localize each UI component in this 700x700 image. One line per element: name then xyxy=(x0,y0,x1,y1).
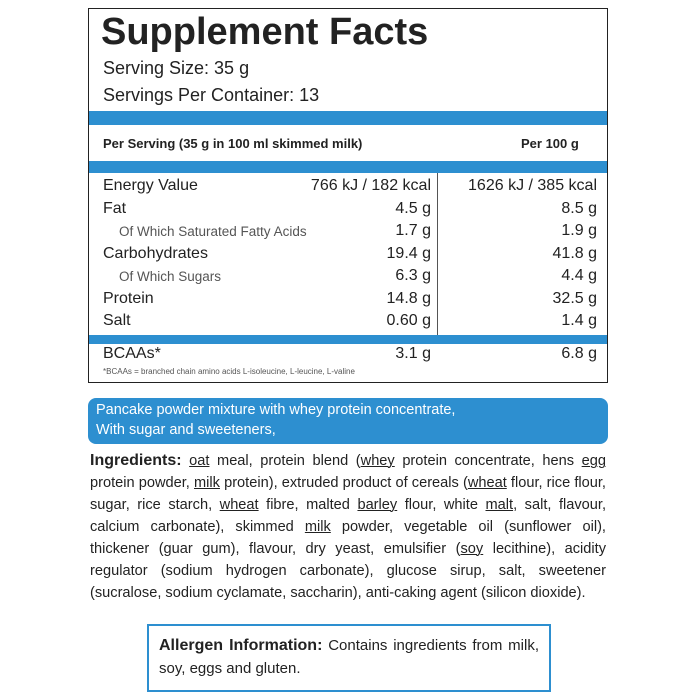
allergen-word: milk xyxy=(194,475,220,491)
ingredient-text: lecithine), acidity regulator (sodium hy… xyxy=(90,541,606,601)
row-value: 19.4 g xyxy=(386,244,431,262)
row-value: 6.8 g xyxy=(561,345,597,362)
row-label: BCAAs* xyxy=(103,345,161,362)
allergen-word: malt xyxy=(485,497,514,513)
row-label: Fat xyxy=(103,199,127,217)
allergen-box: Allergen Information: Contains ingredien… xyxy=(147,624,551,692)
row-value: 6.3 g xyxy=(395,267,431,284)
ingredient-text: fibre, malted xyxy=(258,497,358,513)
title: Supplement Facts xyxy=(101,11,429,53)
allergen-word: milk xyxy=(304,519,331,535)
row-value: 766 kJ / 182 kcal xyxy=(310,177,431,194)
allergen-word: egg xyxy=(581,453,606,469)
facts-panel: Supplement Facts Serving Size: 35 g Serv… xyxy=(88,8,608,383)
description-box: Pancake powder mixture with whey protein… xyxy=(88,398,608,444)
allergen-word: barley xyxy=(357,497,398,513)
row-value: 8.5 g xyxy=(561,199,597,217)
ingredients: Ingredients: oat meal, protein blend (wh… xyxy=(90,450,606,604)
servings-per-container: Servings Per Container: 13 xyxy=(103,85,320,105)
ingredient-text: , salt, flavour, calcium carbonate), ski… xyxy=(90,497,607,535)
footnote: *BCAAs = branched chain amino acids L-is… xyxy=(103,367,355,376)
row-value: 0.60 g xyxy=(386,312,431,329)
allergen-word: wheat xyxy=(219,497,259,513)
row-value: 32.5 g xyxy=(552,289,597,307)
description-line: With sugar and sweeteners, xyxy=(96,422,276,438)
ingredient-text: flour, rice flour, sugar, rice starch, xyxy=(90,475,606,513)
row-label: Salt xyxy=(103,312,131,329)
allergen-word: whey xyxy=(360,453,395,469)
row-value: 1626 kJ / 385 kcal xyxy=(468,177,597,194)
ingredient-text: protein powder, xyxy=(90,475,194,491)
row-label: Carbohydrates xyxy=(103,244,208,262)
serving-size: Serving Size: 35 g xyxy=(103,58,250,78)
ingredient-text: flour, white xyxy=(397,497,486,513)
row-value: 4.4 g xyxy=(561,267,597,284)
column-divider xyxy=(437,173,438,338)
row-value: 1.7 g xyxy=(395,222,431,239)
row-value: 3.1 g xyxy=(395,345,431,362)
allergen-word: wheat xyxy=(467,475,507,491)
allergen-word: soy xyxy=(460,541,484,557)
row-value: 1.4 g xyxy=(561,312,597,329)
divider-bar xyxy=(89,161,607,173)
ingredient-text: meal, protein blend ( xyxy=(209,453,361,469)
ingredient-text: powder, vegetable oil (sunflower oil), t… xyxy=(90,519,606,557)
row-value: 4.5 g xyxy=(395,199,431,217)
row-label: Energy Value xyxy=(103,177,198,194)
row-value: 14.8 g xyxy=(386,289,431,307)
description-line: Pancake powder mixture with whey protein… xyxy=(96,402,456,418)
row-label: Protein xyxy=(103,289,154,307)
ingredient-text: protein), extruded product of cereals ( xyxy=(219,475,468,491)
ingredients-heading: Ingredients: xyxy=(90,452,182,469)
row-value: 1.9 g xyxy=(561,222,597,239)
column-header: Per 100 g xyxy=(521,136,579,151)
ingredient-text: protein concentrate, hens xyxy=(394,453,582,469)
allergen-heading: Allergen Information: xyxy=(159,637,323,654)
row-sublabel: Of Which Sugars xyxy=(119,269,222,284)
divider-bar xyxy=(89,335,607,344)
column-header: Per Serving (35 g in 100 ml skimmed milk… xyxy=(103,136,363,151)
row-value: 41.8 g xyxy=(552,244,597,262)
allergen-text: Contains ingredients from milk, soy, egg… xyxy=(159,637,539,677)
row-sublabel: Of Which Saturated Fatty Acids xyxy=(119,224,307,239)
divider-bar xyxy=(89,111,607,125)
allergen-word: oat xyxy=(189,453,210,469)
